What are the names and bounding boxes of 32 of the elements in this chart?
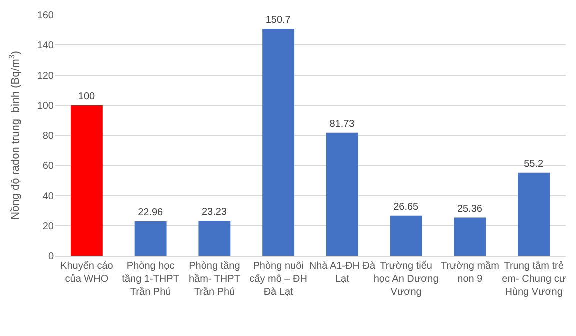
y-tick-label: 120 bbox=[37, 70, 54, 82]
data-label: 55.2 bbox=[524, 158, 544, 170]
data-label: 22.96 bbox=[138, 207, 164, 218]
bar bbox=[70, 105, 103, 256]
data-label: 25.36 bbox=[457, 204, 483, 215]
data-label: 26.65 bbox=[394, 202, 420, 213]
bar bbox=[390, 216, 422, 256]
y-tick-label: 0 bbox=[48, 252, 54, 262]
y-tick-label: 160 bbox=[37, 10, 54, 22]
x-tick-label: Phòng học tầng 1-THPT Trần Phú bbox=[122, 261, 180, 298]
data-label: 81.73 bbox=[330, 118, 356, 130]
y-tick-label: 80 bbox=[42, 131, 54, 142]
data-label: 150.7 bbox=[266, 15, 292, 26]
x-tick-label: Phòng nuôi cấy mô – ĐH Đà Lạt bbox=[250, 261, 308, 298]
y-tick-label: 60 bbox=[42, 161, 54, 172]
x-tick-label: Trung tâm trẻ em- Chung cư Hùng Vương bbox=[502, 261, 566, 298]
x-tick-label: Nhà A1-ĐH Đà Lạt bbox=[309, 261, 376, 285]
bar bbox=[326, 132, 358, 256]
y-tick-label: 20 bbox=[42, 221, 54, 232]
bar bbox=[198, 221, 231, 256]
x-tick-label: Khuyến cáo của WHO bbox=[60, 261, 114, 285]
x-tick-label: Phòng tầng hầm- THPT Trần Phú bbox=[188, 261, 240, 298]
bar bbox=[134, 221, 167, 256]
bar bbox=[454, 218, 486, 256]
y-tick-label: 40 bbox=[42, 191, 54, 202]
y-tick-label: 100 bbox=[37, 100, 54, 112]
data-label: 100 bbox=[78, 91, 96, 102]
y-tick-label: 140 bbox=[37, 40, 54, 52]
data-label: 23.23 bbox=[202, 207, 228, 218]
bar bbox=[262, 29, 295, 256]
x-tick-label: Trường mầm non 9 bbox=[440, 261, 500, 285]
bar bbox=[518, 172, 550, 256]
